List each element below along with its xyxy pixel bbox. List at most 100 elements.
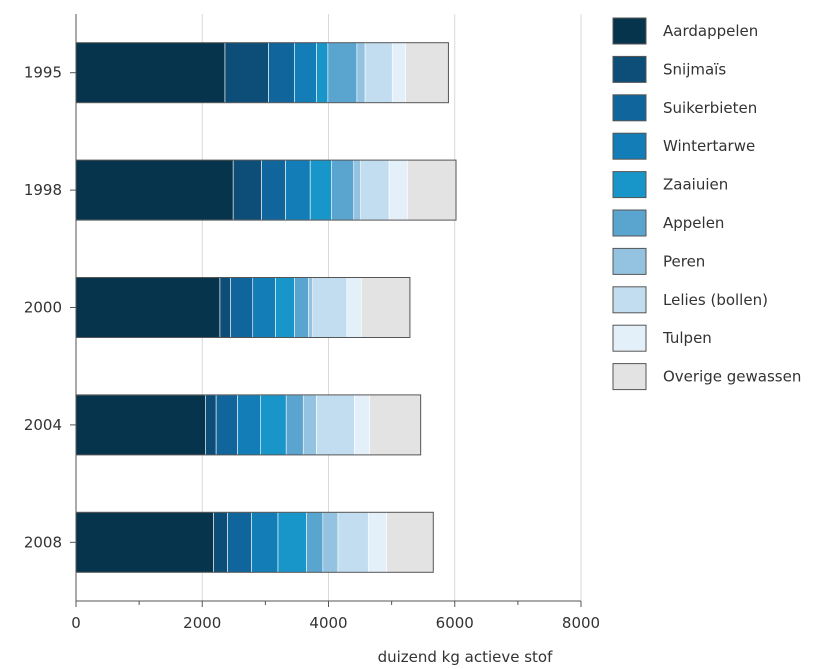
bar-segment — [306, 511, 324, 573]
bar-segment — [230, 277, 254, 338]
legend-label: Lelies (bollen) — [663, 291, 768, 309]
legend-item: Tulpen — [612, 324, 712, 352]
x-tick-label: 6000 — [436, 614, 474, 632]
legend-item: Peren — [612, 247, 705, 275]
bar-segment — [251, 511, 279, 573]
legend-swatch — [612, 17, 647, 45]
legend-label: Wintertarwe — [663, 137, 755, 155]
bar-segments — [75, 42, 457, 573]
x-tick-label: 8000 — [562, 614, 600, 632]
bar-segment — [75, 511, 214, 573]
bar-segment — [219, 277, 231, 338]
bar-segment — [294, 277, 309, 338]
bar-segment — [232, 159, 262, 221]
bar-segment — [388, 159, 408, 221]
x-tick-label: 0 — [71, 614, 81, 632]
bar-segment — [316, 394, 355, 456]
legend-swatch — [612, 94, 647, 122]
bar-segment — [75, 277, 221, 338]
legend-item: Aardappelen — [612, 17, 758, 45]
bar-segment — [302, 394, 317, 456]
bar-segment — [268, 42, 295, 104]
legend-label: Zaaiuien — [663, 176, 728, 194]
bar-row-1998 — [75, 159, 457, 221]
bar-segment — [275, 277, 295, 338]
bar-segment — [277, 511, 307, 573]
bar-row-2008 — [75, 511, 434, 573]
bar-row-2004 — [75, 394, 422, 456]
bar-segment — [312, 277, 348, 338]
legend-label: Snijmaïs — [663, 60, 726, 78]
bar-segment — [75, 159, 234, 221]
bar-segment — [205, 394, 217, 456]
bar-segment — [331, 159, 355, 221]
legend-swatch — [612, 171, 647, 199]
bar-segment — [215, 394, 238, 456]
bar-segment — [75, 42, 226, 104]
bar-segment — [237, 394, 261, 456]
y-tick-label: 1998 — [24, 181, 62, 199]
legend-swatch — [612, 363, 647, 391]
bar-segment — [369, 394, 421, 456]
y-ticks: 1995 1998 2000 2004 2008 — [24, 64, 76, 551]
legend-label: Aardappelen — [663, 22, 758, 40]
legend-label: Tulpen — [662, 329, 712, 347]
legend-label: Suikerbieten — [663, 99, 757, 117]
y-tick-label: 2008 — [24, 533, 62, 551]
bar-row-1995 — [75, 42, 449, 104]
legend-label: Peren — [663, 252, 705, 270]
bar-segment — [260, 394, 287, 456]
bar-segment — [327, 42, 358, 104]
bar-segment — [224, 42, 269, 104]
bar-segment — [285, 394, 304, 456]
legend-item: Suikerbieten — [612, 94, 757, 122]
bar-segment — [386, 511, 434, 573]
bar-segment — [309, 159, 332, 221]
bar-segment — [391, 42, 406, 104]
legend-swatch — [612, 324, 647, 352]
bar-segment — [346, 277, 362, 338]
legend-swatch — [612, 286, 647, 314]
legend-label: Overige gewassen — [663, 368, 801, 386]
y-tick-label: 2004 — [24, 416, 62, 434]
legend-swatch — [612, 55, 647, 83]
bar-segment — [294, 42, 317, 104]
legend-swatch — [612, 209, 647, 237]
y-tick-label: 2000 — [24, 299, 62, 317]
legend-item: Wintertarwe — [612, 132, 755, 160]
bar-segment — [316, 42, 329, 104]
bar-segment — [261, 159, 286, 221]
bar-segment — [356, 42, 366, 104]
bar-segment — [361, 277, 411, 338]
bar-segment — [360, 159, 390, 221]
bar-segment — [75, 394, 206, 456]
bar-segment — [405, 42, 449, 104]
legend-item: Lelies (bollen) — [612, 286, 768, 314]
y-tick-label: 1995 — [24, 64, 62, 82]
bar-segment — [285, 159, 311, 221]
legend-item: Zaaiuien — [612, 171, 728, 199]
x-axis-title: duizend kg actieve stof — [378, 648, 554, 666]
x-tick-label: 2000 — [183, 614, 221, 632]
bar-segment — [407, 159, 457, 221]
bar-segment — [354, 394, 370, 456]
bar-segment — [364, 42, 393, 104]
legend-item: Snijmaïs — [612, 55, 726, 83]
bar-segment — [353, 159, 361, 221]
bar-segment — [307, 277, 314, 338]
legend-item: Overige gewassen — [612, 363, 801, 391]
bar-segment — [213, 511, 228, 573]
legend-swatch — [612, 247, 647, 275]
bar-segment — [252, 277, 276, 338]
legend-item: Appelen — [612, 209, 724, 237]
x-ticks: 0 2000 4000 6000 8000 — [71, 601, 600, 632]
bar-segment — [227, 511, 252, 573]
legend: Aardappelen Snijmaïs Suikerbieten Wintertar… — [612, 17, 801, 391]
legend-swatch — [612, 132, 647, 160]
legend-label: Appelen — [663, 214, 724, 232]
bar-segment — [322, 511, 339, 573]
x-tick-label: 4000 — [309, 614, 347, 632]
bar-row-2000 — [75, 277, 411, 338]
bar-segment — [367, 511, 387, 573]
